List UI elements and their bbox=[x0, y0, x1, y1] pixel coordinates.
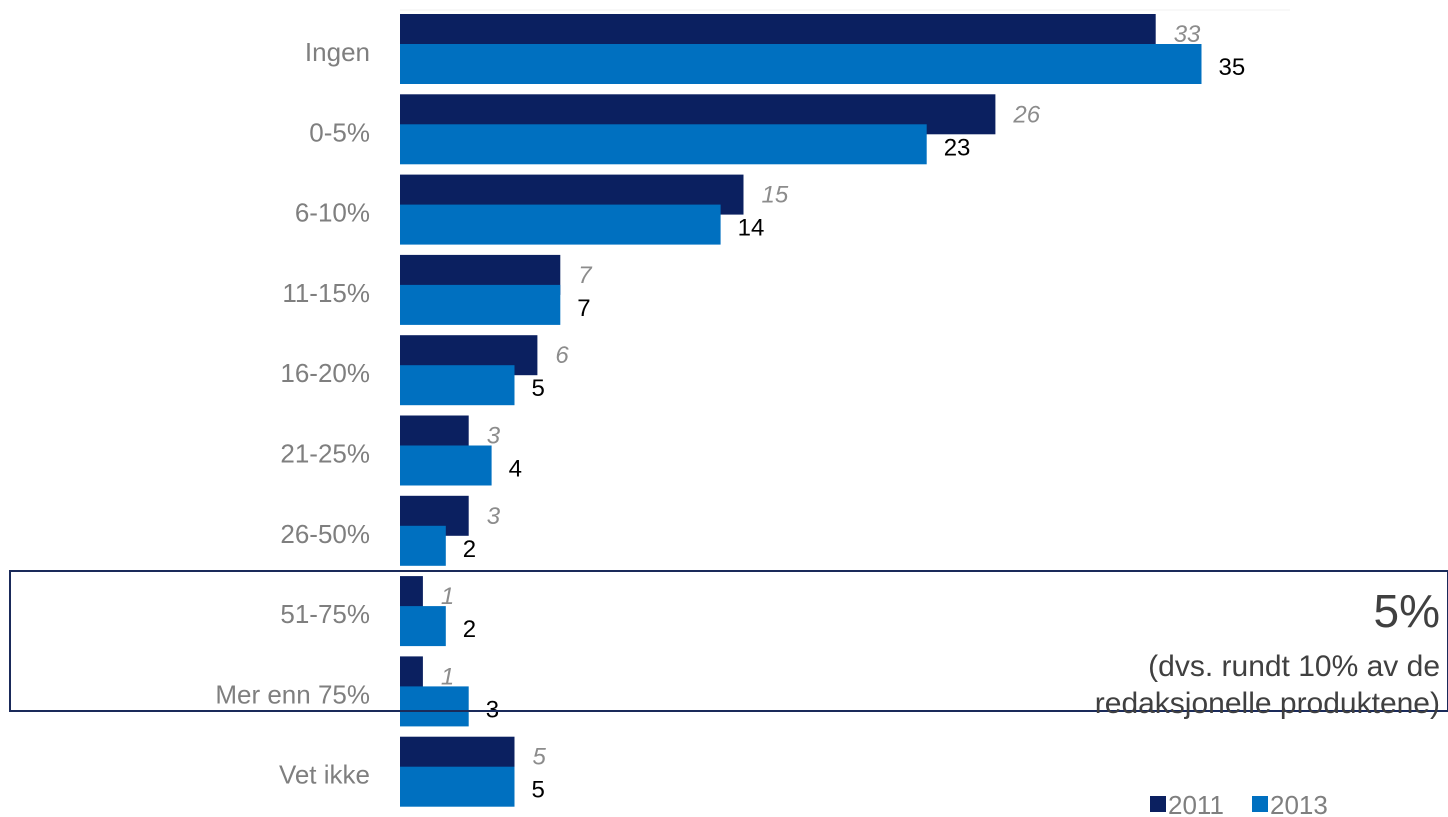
bar-2013-6 bbox=[400, 525, 446, 566]
value-label-2011-0: 33 bbox=[1174, 21, 1201, 48]
value-label-2011-2: 15 bbox=[762, 182, 789, 209]
category-label-5: 21-25% bbox=[280, 439, 370, 469]
bar-2013-7 bbox=[400, 606, 446, 647]
legend: 2011 2013 bbox=[1150, 790, 1328, 817]
value-label-2011-4: 6 bbox=[555, 342, 569, 369]
category-label-4: 16-20% bbox=[280, 358, 370, 388]
value-label-2011-9: 5 bbox=[533, 744, 547, 771]
legend-label-2011: 2011 bbox=[1168, 790, 1224, 817]
value-label-2011-7: 1 bbox=[441, 583, 454, 610]
highlight-note-line2: redaksjonelle produktene) bbox=[1095, 687, 1440, 720]
value-label-2013-6: 2 bbox=[463, 536, 476, 563]
category-label-8: Mer enn 75% bbox=[215, 679, 370, 709]
bar-2013-2 bbox=[400, 204, 721, 245]
category-label-9: Vet ikke bbox=[279, 760, 370, 790]
value-label-2013-9: 5 bbox=[532, 777, 545, 804]
bars-group bbox=[400, 14, 1202, 807]
category-label-6: 26-50% bbox=[280, 519, 370, 549]
category-label-7: 51-75% bbox=[280, 599, 370, 629]
value-label-2013-3: 7 bbox=[577, 295, 590, 322]
bar-2013-9 bbox=[400, 766, 515, 807]
value-label-2013-1: 23 bbox=[944, 134, 971, 161]
value-label-2013-0: 35 bbox=[1219, 54, 1246, 81]
category-label-1: 0-5% bbox=[309, 117, 370, 147]
category-label-0: Ingen bbox=[305, 37, 370, 67]
bar-2013-1 bbox=[400, 124, 927, 165]
bar-2013-3 bbox=[400, 284, 561, 325]
legend-swatch-2011 bbox=[1150, 796, 1166, 812]
highlight-box bbox=[9, 570, 1448, 712]
category-label-2: 6-10% bbox=[295, 198, 370, 228]
value-label-2011-6: 3 bbox=[487, 503, 501, 530]
value-label-2011-3: 7 bbox=[578, 262, 593, 289]
legend-swatch-2013 bbox=[1252, 796, 1268, 812]
bar-2013-8 bbox=[400, 686, 469, 727]
value-label-2011-1: 26 bbox=[1012, 101, 1040, 128]
category-labels: Ingen 0-5% 6-10% 11-15% 16-20% 21-25% 26-50% 51… bbox=[215, 37, 370, 790]
value-label-2013-4: 5 bbox=[532, 375, 545, 402]
bar-2013-4 bbox=[400, 365, 515, 406]
highlight-note-line1: (dvs. rundt 10% av de bbox=[1148, 650, 1440, 683]
value-label-2013-5: 4 bbox=[509, 456, 522, 483]
value-label-2011-8: 1 bbox=[441, 663, 454, 690]
value-label-2011-5: 3 bbox=[487, 423, 501, 450]
value-label-2013-8: 3 bbox=[486, 696, 499, 723]
bar-2013-5 bbox=[400, 445, 492, 486]
category-label-3: 11-15% bbox=[282, 278, 370, 308]
highlight-value: 5% bbox=[1374, 585, 1440, 637]
value-label-2013-7: 2 bbox=[463, 616, 476, 643]
value-label-2013-2: 14 bbox=[738, 215, 765, 242]
bar-2013-0 bbox=[400, 44, 1202, 84]
legend-label-2013: 2013 bbox=[1270, 790, 1328, 817]
